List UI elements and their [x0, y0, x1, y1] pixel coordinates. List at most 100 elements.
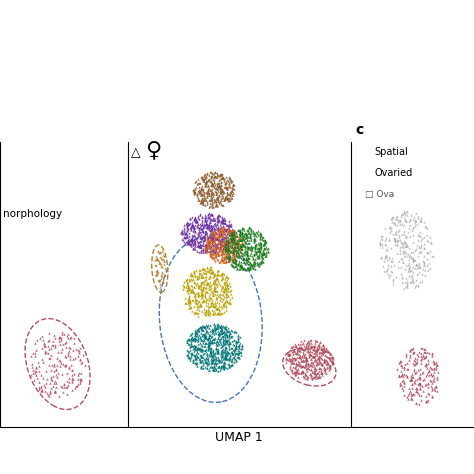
Point	[297, 363, 305, 370]
Point	[240, 252, 248, 259]
Point	[192, 310, 200, 317]
Point	[218, 191, 226, 199]
Point	[201, 211, 209, 219]
Point	[226, 222, 233, 230]
Point	[382, 253, 389, 260]
Point	[190, 244, 198, 251]
Point	[224, 324, 232, 332]
Point	[37, 387, 45, 395]
Point	[217, 227, 224, 235]
Point	[258, 256, 266, 264]
Point	[192, 358, 200, 366]
Point	[229, 249, 237, 256]
Point	[215, 308, 223, 316]
Point	[238, 246, 246, 253]
Point	[222, 237, 230, 245]
Point	[205, 175, 212, 183]
Point	[326, 362, 334, 370]
Point	[204, 181, 212, 189]
Point	[396, 357, 404, 365]
Point	[208, 246, 216, 253]
X-axis label: UMAP 1: UMAP 1	[216, 431, 263, 444]
Point	[226, 238, 233, 246]
Point	[191, 272, 199, 280]
Point	[235, 245, 242, 253]
Point	[411, 283, 419, 291]
Point	[200, 280, 208, 288]
Point	[204, 346, 211, 354]
Point	[200, 234, 208, 241]
Point	[393, 250, 401, 257]
Point	[231, 257, 238, 264]
Point	[295, 369, 302, 377]
Point	[215, 216, 222, 224]
Point	[383, 245, 391, 252]
Point	[315, 356, 323, 364]
Point	[228, 187, 236, 195]
Point	[185, 229, 192, 237]
Point	[394, 228, 401, 235]
Point	[204, 345, 211, 353]
Point	[321, 358, 329, 366]
Point	[408, 395, 416, 402]
Point	[215, 228, 222, 236]
Point	[210, 335, 217, 343]
Point	[428, 253, 436, 260]
Point	[255, 247, 263, 255]
Point	[57, 335, 64, 342]
Point	[209, 326, 217, 334]
Point	[203, 281, 211, 288]
Point	[210, 268, 217, 276]
Point	[65, 374, 73, 382]
Point	[197, 270, 205, 277]
Point	[226, 300, 234, 307]
Point	[211, 188, 219, 195]
Point	[252, 236, 259, 244]
Point	[224, 189, 231, 196]
Point	[328, 354, 336, 361]
Point	[211, 221, 219, 228]
Point	[292, 355, 300, 363]
Point	[243, 265, 251, 273]
Point	[220, 271, 228, 278]
Point	[223, 237, 231, 245]
Point	[237, 351, 245, 358]
Point	[247, 234, 255, 241]
Point	[403, 241, 410, 248]
Point	[391, 261, 398, 269]
Point	[74, 381, 82, 388]
Point	[293, 349, 301, 357]
Point	[416, 382, 424, 389]
Point	[322, 346, 329, 354]
Point	[225, 220, 233, 228]
Point	[210, 291, 217, 299]
Point	[193, 305, 201, 312]
Point	[216, 246, 223, 254]
Point	[209, 279, 217, 287]
Point	[215, 227, 222, 234]
Point	[155, 277, 163, 284]
Point	[213, 270, 221, 277]
Point	[219, 217, 227, 225]
Point	[183, 227, 191, 234]
Point	[217, 255, 224, 263]
Point	[68, 374, 76, 382]
Point	[64, 349, 72, 356]
Point	[203, 190, 211, 197]
Point	[398, 255, 406, 263]
Point	[230, 231, 237, 238]
Point	[215, 227, 222, 234]
Point	[300, 367, 307, 375]
Point	[207, 225, 215, 233]
Point	[207, 234, 214, 241]
Point	[201, 356, 209, 364]
Point	[70, 334, 78, 341]
Point	[205, 213, 213, 220]
Point	[205, 296, 212, 304]
Point	[74, 352, 82, 359]
Point	[191, 268, 198, 276]
Point	[218, 253, 226, 261]
Point	[204, 243, 211, 251]
Point	[301, 353, 308, 361]
Point	[224, 245, 232, 253]
